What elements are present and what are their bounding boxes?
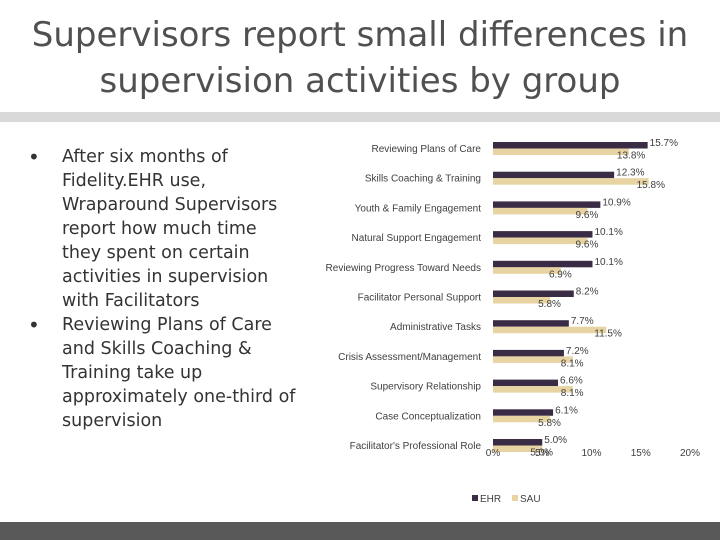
category-label: Natural Support Engagement: [351, 233, 481, 244]
data-label: 15.7%: [650, 138, 678, 149]
bar-sau: [493, 267, 561, 274]
data-label: 10.1%: [594, 257, 622, 268]
bar-ehr: [493, 349, 564, 357]
data-label: 8.1%: [561, 358, 584, 369]
data-label: 6.9%: [549, 269, 572, 280]
legend-swatch: [512, 495, 518, 501]
data-label: 5.8%: [538, 299, 561, 310]
data-label: 11.5%: [594, 329, 622, 340]
bar-ehr: [493, 290, 574, 297]
bar-ehr: [493, 260, 593, 268]
category-label: Supervisory Relationship: [370, 382, 481, 393]
bar-ehr: [493, 171, 615, 179]
data-label: 8.1%: [561, 388, 584, 399]
bullet-item: • Reviewing Plans of Care and Skills Coa…: [28, 313, 298, 433]
data-label: 8.2%: [576, 287, 599, 298]
bar-ehr: [493, 231, 593, 238]
bar-sau: [493, 356, 573, 363]
data-label: 5.0%: [544, 435, 567, 446]
bar-sau: [493, 445, 543, 452]
slide-title: Supervisors report small differences in …: [31, 15, 689, 101]
bullet-text: After six months of Fidelity.EHR use, Wr…: [62, 147, 278, 311]
data-label: 5.8%: [538, 418, 561, 429]
data-label: 10.9%: [602, 197, 630, 208]
data-label: 9.6%: [576, 240, 599, 251]
bar-ehr: [493, 409, 554, 416]
bar-sau: [493, 207, 588, 215]
category-label: Crisis Assessment/Management: [338, 352, 481, 363]
data-label: 10.1%: [594, 227, 622, 238]
data-label: 6.1%: [555, 405, 578, 416]
bullet-item: • After six months of Fidelity.EHR use, …: [28, 145, 298, 313]
category-label: Skills Coaching & Training: [365, 174, 481, 185]
category-label: Administrative Tasks: [390, 322, 481, 333]
bar-ehr: [493, 142, 648, 149]
category-label: Facilitator's Professional Role: [350, 441, 482, 452]
data-label: 7.2%: [566, 346, 589, 357]
x-tick-label: 5%: [535, 448, 550, 459]
title-divider: [0, 112, 720, 122]
x-tick-label: 15%: [631, 448, 651, 459]
footer-bar: [0, 522, 720, 540]
category-label: Youth & Family Engagement: [355, 203, 482, 214]
data-label: 12.3%: [616, 168, 644, 179]
data-label: 9.6%: [576, 210, 599, 221]
bar-sau: [493, 326, 607, 334]
bar-ehr: [493, 320, 569, 327]
bullet-dot-icon: •: [28, 313, 40, 337]
bar-ehr: [493, 201, 601, 208]
bar-sau: [493, 297, 551, 304]
bar-sau: [493, 237, 588, 245]
bar-sau: [493, 148, 629, 155]
legend-label: EHR: [480, 494, 501, 505]
bullet-text: Reviewing Plans of Care and Skills Coach…: [62, 315, 296, 431]
legend-label: SAU: [520, 494, 541, 505]
data-label: 7.7%: [571, 316, 594, 327]
bar-ehr: [493, 379, 559, 387]
x-tick-label: 0%: [486, 448, 501, 459]
category-label: Facilitator Personal Support: [358, 293, 482, 304]
category-label: Case Conceptualization: [375, 411, 481, 422]
bar-sau: [493, 386, 573, 393]
category-label: Reviewing Plans of Care: [372, 144, 482, 155]
bar-ehr: [493, 439, 543, 446]
bar-sau: [493, 415, 551, 423]
x-tick-label: 10%: [581, 448, 601, 459]
data-label: 6.6%: [560, 376, 583, 387]
data-label: 15.8%: [637, 180, 665, 191]
legend-swatch: [472, 495, 478, 501]
bullet-list: • After six months of Fidelity.EHR use, …: [28, 145, 298, 433]
x-tick-label: 20%: [680, 448, 700, 459]
data-label: 5.0%: [530, 448, 553, 459]
category-label: Reviewing Progress Toward Needs: [326, 263, 481, 274]
data-label: 13.8%: [617, 151, 645, 162]
bar-sau: [493, 178, 649, 185]
bullet-dot-icon: •: [28, 145, 40, 169]
bar-chart: Reviewing Plans of Care 15.7% 13.8% Skills …: [326, 138, 701, 505]
